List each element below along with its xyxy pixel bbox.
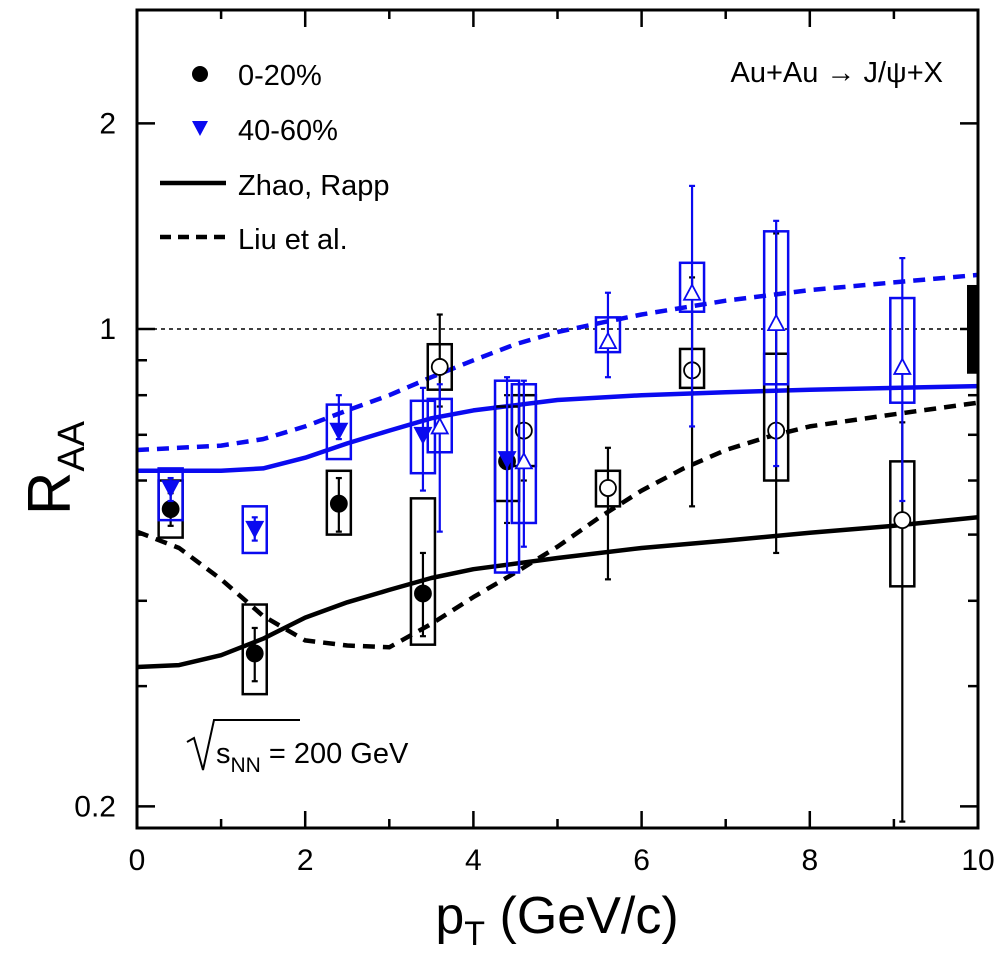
marker-s1-p1 bbox=[245, 520, 265, 539]
legend-entry-3-label: Zhao, Rapp bbox=[238, 170, 390, 202]
marker-s0-p2 bbox=[329, 494, 348, 513]
legend-entry-2-marker bbox=[192, 121, 208, 136]
axes-frame-layer bbox=[135, 8, 980, 830]
energy-annotation-prefix: s bbox=[216, 738, 231, 770]
model-curve-liu-et-al--0-20 bbox=[137, 400, 978, 650]
chart-title: Au+Au → J/ψ+X bbox=[730, 57, 943, 89]
x-tick-label-2: 2 bbox=[297, 844, 314, 877]
marker-s1-p7 bbox=[598, 331, 618, 350]
y-axis-title-main: R bbox=[16, 472, 83, 515]
model-curves-layer bbox=[137, 272, 978, 670]
marker-s0-p4 bbox=[430, 358, 449, 376]
model-curve-liu-et-al--40-60 bbox=[137, 272, 978, 453]
marker-s1-p9 bbox=[766, 313, 786, 332]
marker-s1-p0 bbox=[161, 480, 181, 498]
y-tick-label-0-2: 0.2 bbox=[74, 790, 116, 823]
x-tick-label-10: 10 bbox=[961, 844, 994, 877]
marker-s1-p4 bbox=[430, 416, 450, 435]
x-tick-label-0: 0 bbox=[129, 844, 146, 877]
energy-annotation-suffix: = 200 GeV bbox=[269, 738, 409, 770]
sys-box-s0-p1 bbox=[241, 603, 268, 696]
marker-s0-p0 bbox=[161, 500, 180, 518]
y-tick-label-2: 2 bbox=[99, 107, 116, 140]
sqrt-symbol bbox=[186, 719, 300, 771]
marker-s1-p6 bbox=[514, 451, 534, 470]
legend-entry-4-label: Liu et al. bbox=[238, 224, 348, 256]
y-tick-label-1: 1 bbox=[99, 313, 116, 346]
sys-box-s1-p1 bbox=[241, 505, 268, 555]
legend-entry-2-label: 40-60% bbox=[238, 115, 338, 147]
marker-s1-p8 bbox=[682, 282, 702, 301]
legend-entry-1-label: 0-20% bbox=[238, 60, 322, 92]
marker-s1-p10 bbox=[892, 357, 912, 375]
model-curve-zhao-rapp-40-60 bbox=[137, 383, 978, 474]
x-tick-label-8: 8 bbox=[801, 844, 818, 877]
x-tick-label-6: 6 bbox=[633, 844, 650, 877]
sys-box-s0-p2 bbox=[325, 469, 353, 536]
y-axis-title-sub: AA bbox=[51, 420, 93, 471]
marker-s1-p2 bbox=[329, 422, 349, 441]
legend-entry-1-marker bbox=[192, 66, 208, 82]
labels-layer: 0 2 4 6 8 10 0.2 1 2 pT (GeV/c) RAA Au+Au → J/ψ+X 0-… bbox=[16, 57, 995, 953]
marker-s0-p7 bbox=[599, 479, 617, 497]
x-axis-title-sub: T bbox=[464, 915, 485, 953]
energy-annotation: sNN = 200 GeV bbox=[216, 738, 409, 777]
energy-annotation-sub: NN bbox=[231, 754, 261, 777]
reference-layer bbox=[137, 284, 978, 374]
marker-s0-p3 bbox=[414, 584, 432, 603]
model-curve-zhao-rapp-0-20 bbox=[137, 515, 978, 670]
x-tick-label-4: 4 bbox=[465, 844, 482, 877]
sys-box-s0-p3 bbox=[409, 497, 437, 646]
marker-s0-p1 bbox=[245, 644, 264, 663]
x-axis-title: pT (GeV/c) bbox=[435, 887, 678, 953]
y-axis-title: RAA bbox=[16, 420, 93, 515]
x-axis-title-rest: (GeV/c) bbox=[485, 887, 679, 945]
x-axis-title-main: p bbox=[435, 887, 464, 945]
sys-box-s1-p0 bbox=[157, 467, 184, 522]
data-points-layer bbox=[157, 184, 916, 823]
marker-s0-p10 bbox=[893, 511, 912, 530]
